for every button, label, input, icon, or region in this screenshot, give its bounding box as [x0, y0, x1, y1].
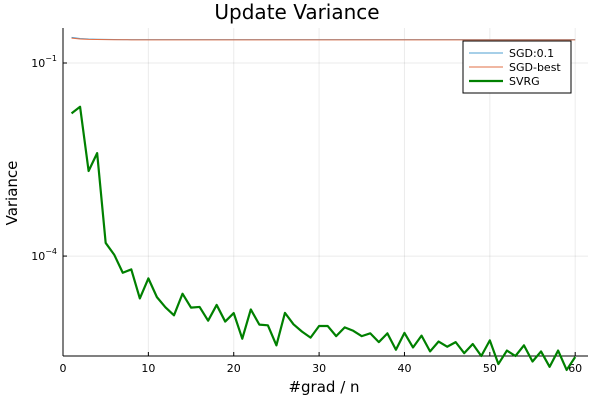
x-tick-label: 20	[227, 362, 241, 375]
x-axis-label: #grad / n	[288, 378, 359, 396]
x-tick-label: 60	[568, 362, 582, 375]
y-ticks: 10−110−4	[31, 54, 67, 263]
y-axis-label: Variance	[3, 161, 21, 226]
x-tick-label: 50	[483, 362, 497, 375]
legend-label-svrg: SVRG	[509, 75, 540, 88]
y-tick-exponent: −1	[45, 54, 57, 63]
series	[70, 36, 577, 372]
series-line-svrg	[70, 105, 577, 372]
y-tick-base: 10	[31, 250, 45, 263]
chart-title: Update Variance	[214, 0, 379, 24]
legend: SGD:0.1 SGD-best SVRG	[462, 40, 572, 94]
axes	[62, 28, 588, 357]
y-tick-base: 10	[31, 57, 45, 70]
x-tick-label: 10	[141, 362, 155, 375]
series-line-sgd-best	[71, 37, 576, 41]
legend-label-sgd-best: SGD-best	[509, 61, 561, 74]
x-tick-label: 30	[312, 362, 326, 375]
x-tick-label: 40	[397, 362, 411, 375]
legend-label-sgd-01: SGD:0.1	[509, 47, 554, 60]
x-ticks: 0 10 20 30 40 50 60	[60, 352, 582, 375]
y-tick-label: 10−4	[31, 247, 57, 263]
y-tick-exponent: −4	[45, 247, 57, 256]
x-tick-label: 0	[60, 362, 67, 375]
y-tick-label: 10−1	[31, 54, 57, 70]
series-line-sgd-0-1	[71, 36, 576, 41]
